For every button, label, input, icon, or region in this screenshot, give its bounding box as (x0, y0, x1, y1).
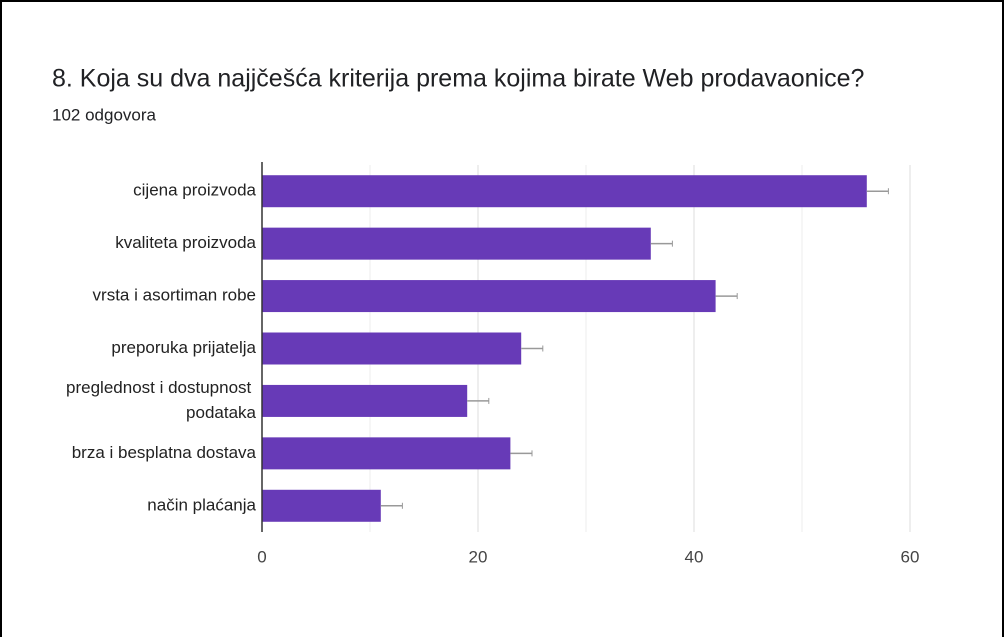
bar (262, 280, 716, 313)
y-tick-label: cijena proizvoda (133, 181, 256, 200)
y-tick-label: preglednost i dostupnost podataka (66, 378, 257, 422)
bar (262, 227, 651, 260)
x-tick-label: 60 (901, 547, 920, 566)
y-tick-label: brza i besplatna dostava (72, 443, 257, 462)
chart-subtitle: 102 odgovora (52, 105, 157, 124)
y-tick-label: preporuka prijatelja (111, 338, 256, 357)
x-tick-label: 20 (469, 547, 488, 566)
bar (262, 332, 522, 365)
bar (262, 489, 381, 522)
chart-title: 8. Koja su dva najjčešća kriterija prema… (52, 65, 864, 93)
y-tick-label: kvaliteta proizvoda (115, 233, 256, 252)
bar (262, 384, 468, 417)
x-tick-label: 0 (257, 547, 266, 566)
y-tick-label: vrsta i asortiman robe (93, 286, 256, 305)
x-tick-label: 40 (685, 547, 704, 566)
bar (262, 175, 867, 208)
y-tick-label: način plaćanja (147, 495, 256, 514)
bar (262, 437, 511, 470)
